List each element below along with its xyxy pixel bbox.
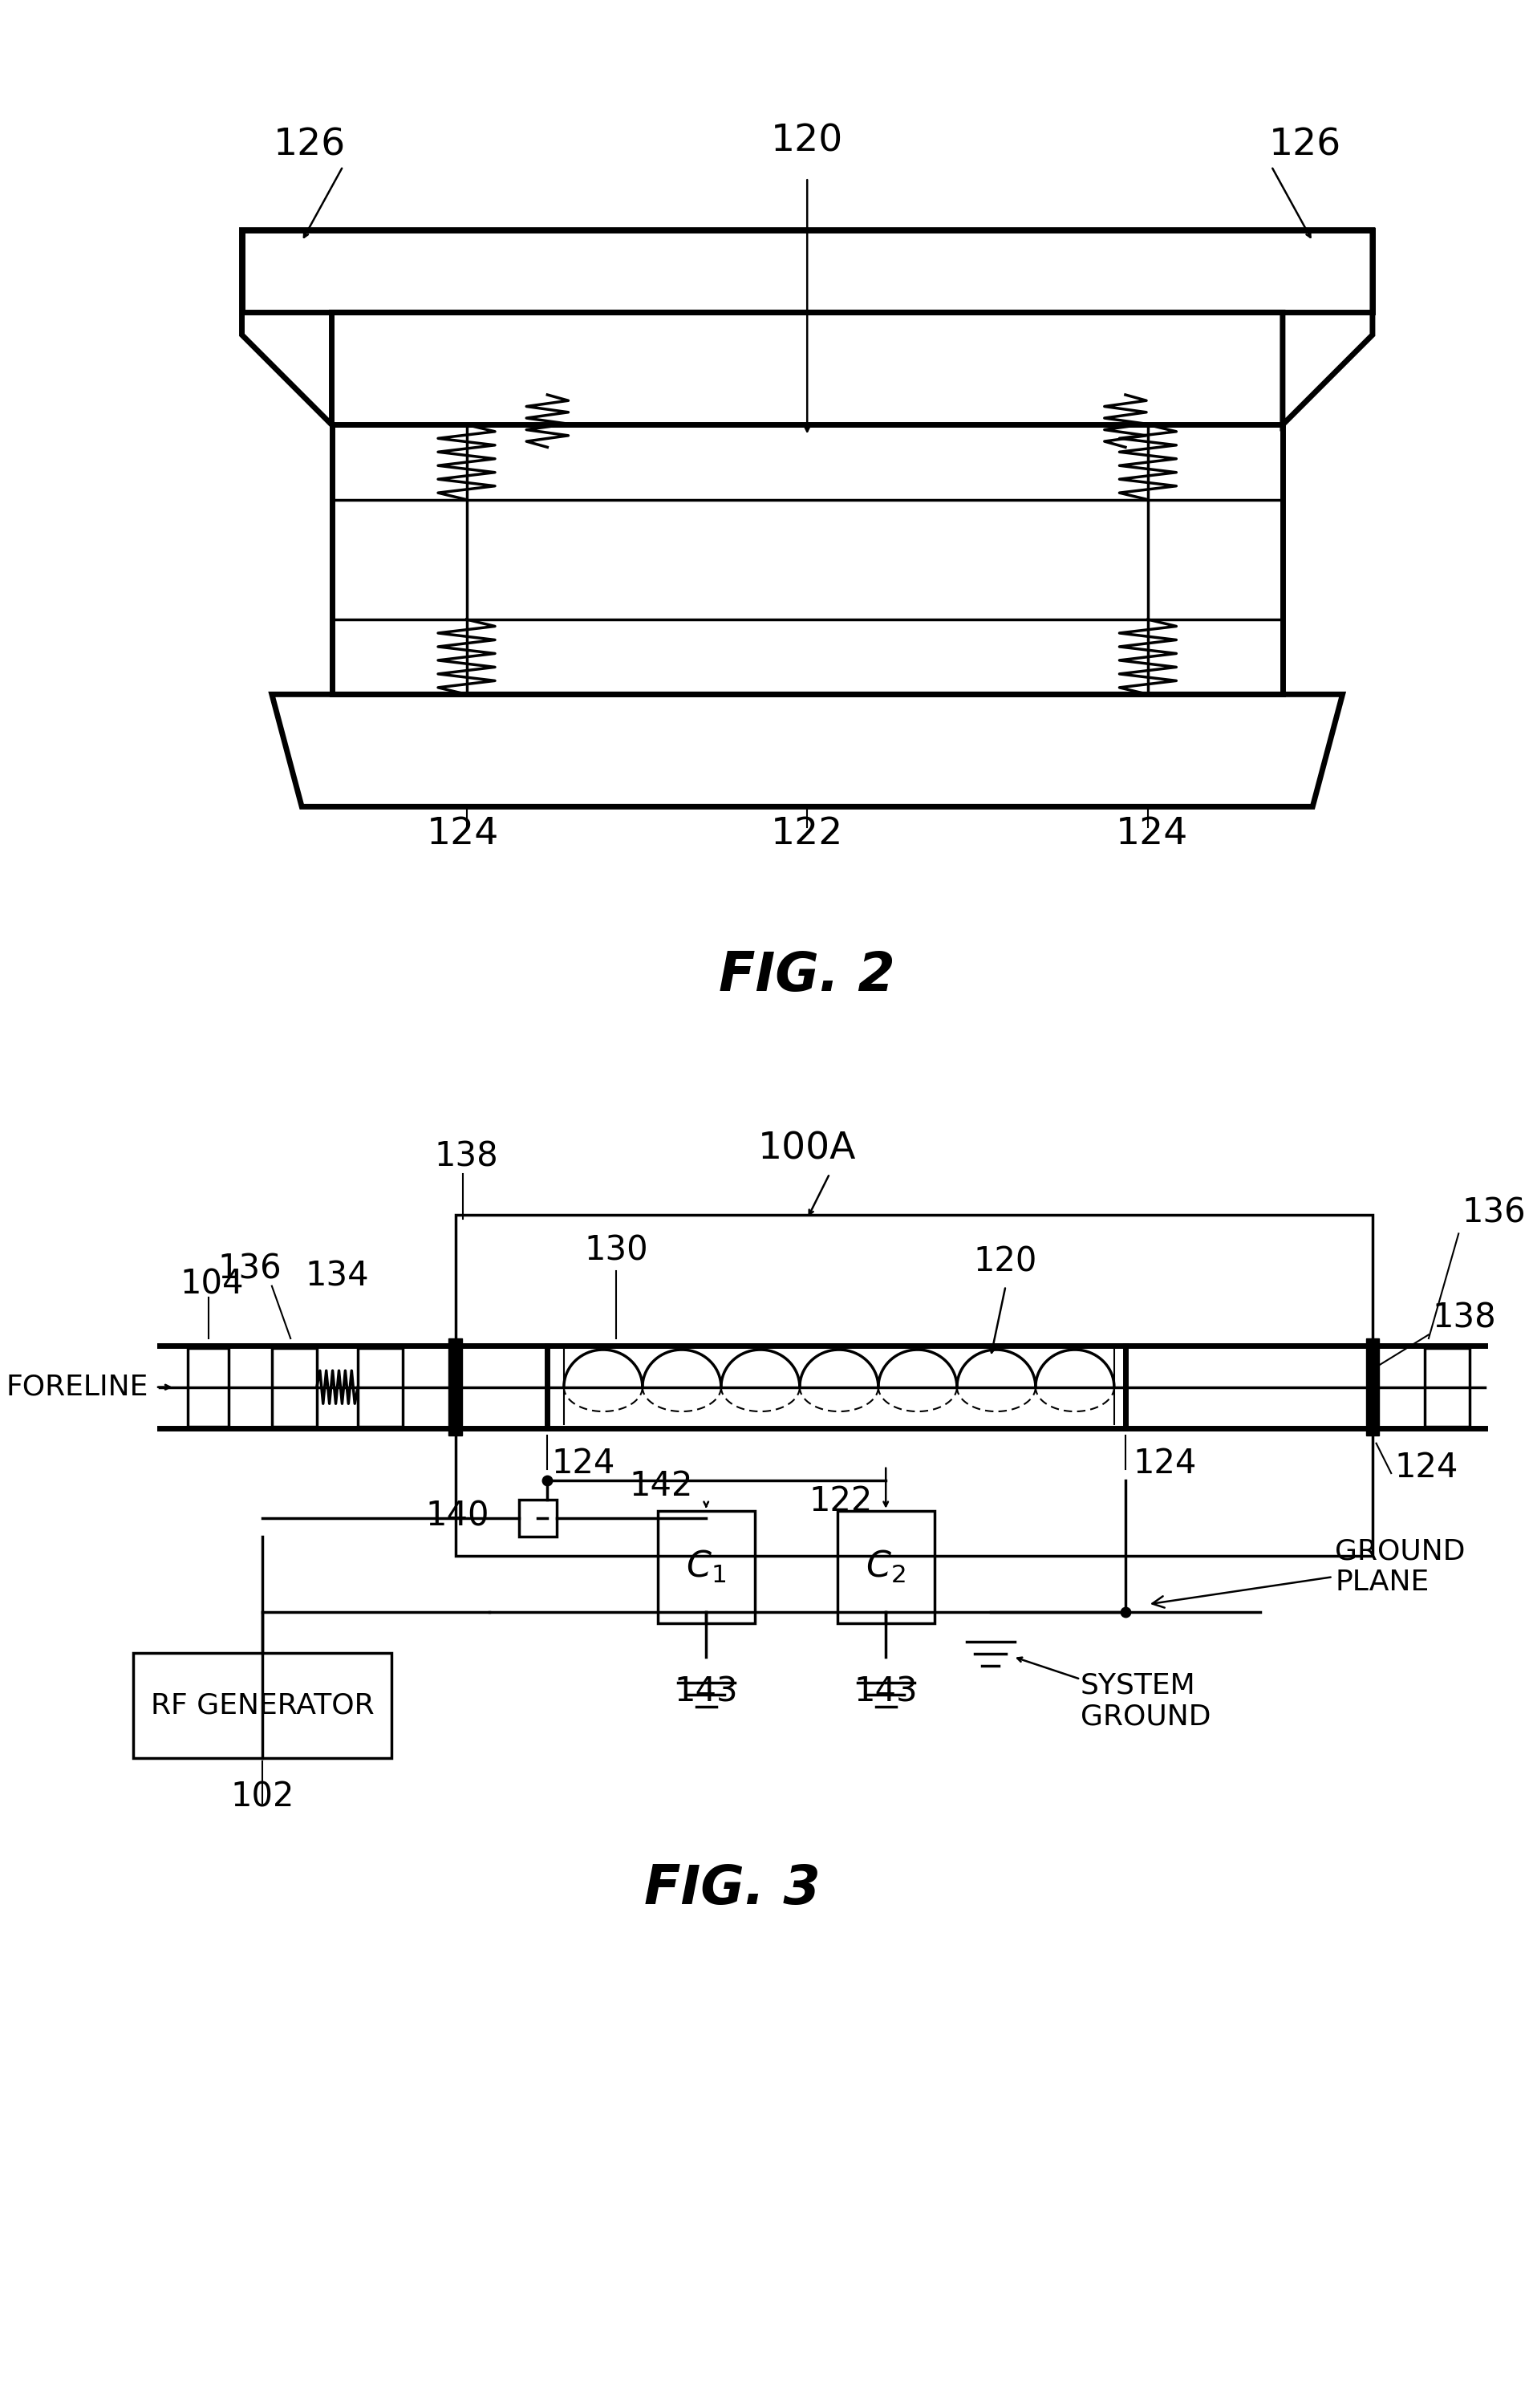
Text: RF GENERATOR: RF GENERATOR: [150, 1693, 374, 1719]
Text: 122: 122: [809, 1483, 872, 1517]
Text: 136: 136: [218, 1252, 281, 1286]
Text: 124: 124: [1116, 816, 1188, 852]
Text: 140: 140: [425, 1500, 489, 1534]
Bar: [242, 231, 1372, 313]
Text: 143: 143: [675, 1676, 737, 1710]
Bar: [357, 1348, 403, 1426]
Bar: [455, 1216, 1372, 1556]
Text: 126: 126: [273, 128, 345, 164]
Text: GROUND
PLANE: GROUND PLANE: [1153, 1536, 1466, 1609]
Bar: [837, 1510, 935, 1623]
Text: 100A: 100A: [757, 1132, 857, 1168]
Text: 130: 130: [584, 1233, 648, 1267]
Bar: [449, 1339, 461, 1435]
Text: 143: 143: [854, 1676, 918, 1710]
Text: 136: 136: [1462, 1197, 1527, 1230]
Bar: [1366, 1339, 1380, 1435]
Text: 120: 120: [771, 123, 843, 159]
Text: 124: 124: [1133, 1447, 1197, 1481]
Text: 126: 126: [1269, 128, 1341, 164]
Bar: [1424, 1348, 1470, 1426]
Bar: [518, 1500, 556, 1536]
Text: 104: 104: [179, 1267, 244, 1300]
Text: 102: 102: [230, 1780, 294, 1813]
Bar: [271, 1348, 317, 1426]
Text: SYSTEM
GROUND: SYSTEM GROUND: [1081, 1671, 1211, 1731]
Text: FIG. 2: FIG. 2: [719, 949, 895, 1002]
Text: 120: 120: [973, 1245, 1038, 1279]
Text: $C_2$: $C_2$: [866, 1548, 906, 1584]
Text: $C_1$: $C_1$: [687, 1548, 727, 1584]
Text: 138: 138: [434, 1139, 498, 1173]
Text: 124: 124: [426, 816, 500, 852]
Text: 124: 124: [1395, 1450, 1458, 1483]
Text: 124: 124: [552, 1447, 615, 1481]
Text: FORELINE: FORELINE: [6, 1373, 149, 1401]
Text: 142: 142: [630, 1469, 693, 1503]
Bar: [133, 1652, 391, 1758]
Text: 134: 134: [305, 1259, 369, 1293]
Text: 122: 122: [771, 816, 843, 852]
Text: 138: 138: [1432, 1300, 1496, 1334]
Text: FIG. 3: FIG. 3: [644, 1864, 820, 1917]
Bar: [658, 1510, 754, 1623]
Bar: [187, 1348, 228, 1426]
